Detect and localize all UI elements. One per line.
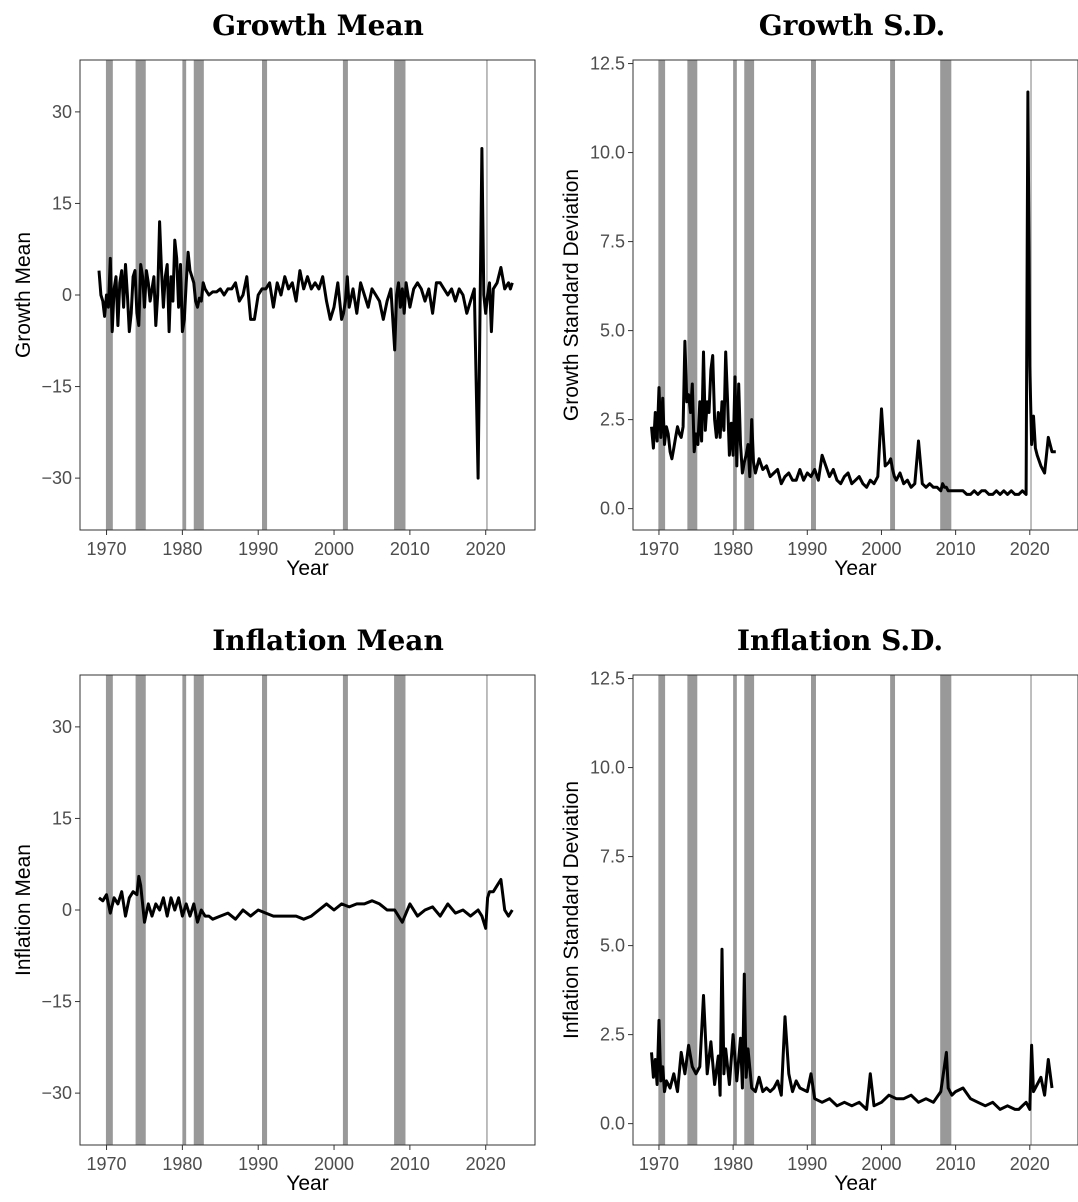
growth-mean-xtick-label: 2020 — [466, 539, 506, 559]
growth-mean-title: Growth Mean — [212, 9, 424, 42]
growth-mean-xtick-label: 1970 — [87, 539, 127, 559]
growth-sd-xtick-label: 1980 — [713, 539, 753, 559]
inflation-sd-plot-border — [632, 674, 1078, 1146]
inflation-sd-recession-band-7 — [940, 675, 952, 1145]
growth-sd-yaxis-label: Growth Standard Deviation — [560, 169, 583, 421]
inflation-sd-recession-band-2 — [687, 675, 698, 1145]
growth-mean-ytick-label: 0 — [62, 285, 72, 305]
growth-sd-title: Growth S.D. — [759, 9, 945, 42]
inflation-mean-xtick-label: 1980 — [162, 1154, 202, 1174]
growth-mean-ytick-label: −15 — [41, 377, 72, 397]
growth-sd-ytick-label: 5.0 — [600, 321, 625, 341]
growth-sd-recession-band-2 — [687, 60, 698, 530]
growth-mean-xaxis-label: Year — [286, 557, 328, 580]
inflation-mean-ytick-label: −30 — [41, 1083, 72, 1103]
growth-sd-xtick-label: 2020 — [1010, 539, 1050, 559]
inflation-sd-ytick-label: 12.5 — [590, 669, 625, 689]
growth-mean-ytick-label: 30 — [52, 102, 72, 122]
inflation-sd-ytick-label: 10.0 — [590, 758, 625, 778]
inflation-sd-xtick-label: 2000 — [861, 1154, 901, 1174]
growth-mean-series-line — [97, 147, 514, 480]
inflation-mean-recession-band-7 — [394, 675, 406, 1145]
growth-sd-recession-band-7 — [940, 60, 952, 530]
growth-mean-recession-band-4 — [193, 60, 204, 530]
inflation-sd-series-line — [650, 947, 1054, 1111]
growth-mean-xtick-label: 1980 — [162, 539, 202, 559]
inflation-mean-recession-band-2 — [135, 675, 146, 1145]
inflation-mean-recession-band-5 — [262, 675, 268, 1145]
inflation-sd-ytick-label: 7.5 — [600, 847, 625, 867]
growth-mean-recession-band-5 — [262, 60, 268, 530]
growth-sd-recession-band-5 — [811, 60, 816, 530]
growth-sd-series-line — [650, 90, 1056, 496]
growth-sd-recession-band-6 — [890, 60, 896, 530]
growth-mean-ytick-label: 15 — [52, 193, 72, 213]
inflation-mean-recession-band-4 — [193, 675, 204, 1145]
inflation-mean-title: Inflation Mean — [212, 624, 444, 657]
inflation-mean-xtick-label: 2000 — [314, 1154, 354, 1174]
inflation-sd-xtick-label: 1970 — [639, 1154, 679, 1174]
inflation-sd-ytick-label: 0.0 — [600, 1114, 625, 1134]
growth-sd-plot-border — [632, 59, 1078, 531]
growth-sd-xtick-label: 2000 — [861, 539, 901, 559]
inflation-sd-recession-band-8 — [1030, 675, 1032, 1145]
inflation-mean-panel: −30 −15 0 15 30 1970 1980 1990 2000 2010 2020 Infla… — [12, 624, 536, 1195]
growth-sd-ytick-label: 2.5 — [600, 410, 625, 430]
inflation-mean-ytick-label: 0 — [62, 900, 72, 920]
growth-sd-ytick-label: 10.0 — [590, 143, 625, 163]
growth-sd-xtick-label: 1990 — [787, 539, 827, 559]
growth-sd-recession-band-4 — [744, 60, 755, 530]
inflation-mean-ytick-label: −15 — [41, 992, 72, 1012]
inflation-sd-recession-band-6 — [890, 675, 896, 1145]
growth-mean-yaxis-label: Growth Mean — [12, 232, 35, 358]
growth-sd-xtick-label: 2010 — [936, 539, 976, 559]
growth-mean-xtick-label: 2010 — [390, 539, 430, 559]
growth-sd-ytick-label: 7.5 — [600, 232, 625, 252]
growth-sd-xaxis-label: Year — [834, 557, 876, 580]
growth-mean-ytick-label: −30 — [41, 468, 72, 488]
inflation-mean-ytick-label: 30 — [52, 717, 72, 737]
inflation-sd-xtick-label: 1990 — [787, 1154, 827, 1174]
inflation-mean-series-line — [98, 874, 514, 930]
inflation-mean-xtick-label: 2020 — [466, 1154, 506, 1174]
inflation-sd-xaxis-label: Year — [834, 1172, 876, 1195]
inflation-sd-recession-band-1 — [658, 675, 666, 1145]
inflation-sd-ytick-label: 5.0 — [600, 936, 625, 956]
growth-sd-recession-band-8 — [1030, 60, 1032, 530]
inflation-sd-recession-band-3 — [733, 675, 737, 1145]
inflation-sd-title: Inflation S.D. — [737, 624, 943, 657]
inflation-mean-xtick-label: 2010 — [390, 1154, 430, 1174]
growth-sd-recession-band-3 — [733, 60, 737, 530]
growth-sd-ytick-label: 12.5 — [590, 54, 625, 74]
growth-mean-xtick-label: 2000 — [314, 539, 354, 559]
inflation-sd-yaxis-label: Inflation Standard Deviation — [560, 781, 583, 1039]
inflation-mean-ytick-label: 15 — [52, 808, 72, 828]
inflation-mean-xtick-label: 1990 — [238, 1154, 278, 1174]
inflation-sd-ytick-label: 2.5 — [600, 1025, 625, 1045]
inflation-mean-xtick-label: 1970 — [87, 1154, 127, 1174]
growth-mean-panel: −30 −15 0 15 30 1970 1980 1990 2000 2010 2020 Growt… — [12, 9, 536, 580]
growth-sd-panel: 0.0 2.5 5.0 7.5 10.0 12.5 1970 1980 1990 2000 2010… — [560, 9, 1078, 580]
growth-sd-ytick-label: 0.0 — [600, 499, 625, 519]
growth-sd-recession-band-1 — [658, 60, 666, 530]
inflation-sd-xtick-label: 1980 — [713, 1154, 753, 1174]
inflation-sd-xtick-label: 2010 — [936, 1154, 976, 1174]
inflation-mean-xaxis-label: Year — [286, 1172, 328, 1195]
growth-mean-xtick-label: 1990 — [238, 539, 278, 559]
inflation-sd-xtick-label: 2020 — [1010, 1154, 1050, 1174]
growth-sd-xtick-label: 1970 — [639, 539, 679, 559]
inflation-sd-recession-band-5 — [811, 675, 816, 1145]
inflation-sd-panel: 0.0 2.5 5.0 7.5 10.0 12.5 1970 1980 1990 2000 2010… — [560, 624, 1078, 1195]
inflation-mean-recession-band-6 — [342, 675, 348, 1145]
inflation-sd-recession-band-4 — [744, 675, 755, 1145]
inflation-mean-yaxis-label: Inflation Mean — [12, 844, 35, 976]
